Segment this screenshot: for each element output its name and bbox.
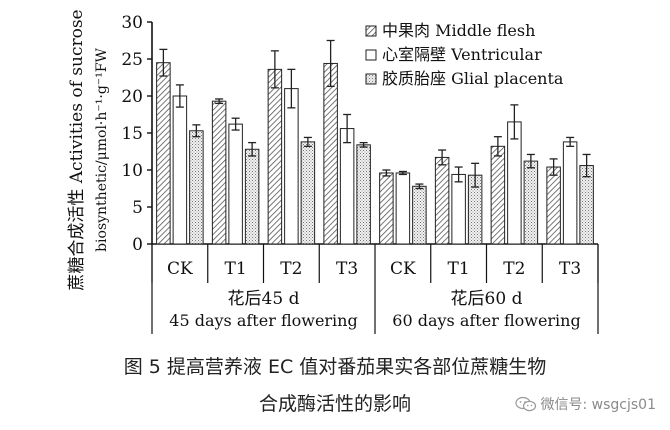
bar	[356, 144, 371, 245]
bar	[228, 123, 243, 245]
y-tick-label: 10	[121, 161, 143, 181]
legend-swatch	[365, 49, 377, 61]
x-category-label: CK	[167, 259, 193, 279]
bar	[507, 121, 522, 245]
group-label-cn: 花后45 d	[228, 289, 300, 309]
wechat-watermark: 微信号: wsgcjs01	[514, 394, 657, 414]
bar	[172, 95, 188, 245]
bar	[412, 185, 427, 245]
y-tick-label: 20	[121, 87, 143, 107]
figure-caption-line2: 合成酶活性的影响	[258, 393, 411, 415]
bar	[267, 68, 283, 245]
bar	[523, 160, 539, 245]
legend-swatch	[365, 73, 377, 85]
bar	[434, 156, 450, 245]
bars	[156, 39, 594, 245]
x-group-labels: 花后45 d 45 days after flowering 花后60 d 60 da…	[151, 244, 599, 334]
bar	[339, 128, 355, 245]
bar	[562, 141, 578, 245]
group-label-en: 60 days after flowering	[392, 311, 580, 330]
y-ticks: 0 5 10 15 20 25 30	[121, 13, 152, 255]
y-axis-title-en: biosynthetic/μmol·h⁻¹·g⁻¹FW	[94, 47, 110, 251]
bar	[323, 62, 338, 245]
x-category-labels: CK T1 T2 T3 CK T1 T2 T3	[151, 244, 599, 283]
group-label-cn: 花后60 d	[451, 289, 523, 309]
bar	[284, 88, 299, 245]
legend-label: 中果肉 Middle flesh	[382, 21, 535, 40]
x-category-label: T3	[336, 259, 358, 279]
x-category-label: T2	[280, 259, 302, 279]
x-category-label: T1	[448, 259, 470, 279]
bar	[156, 62, 171, 245]
x-category-label: T3	[559, 259, 581, 279]
wechat-icon	[514, 396, 536, 412]
y-tick-label: 25	[121, 50, 143, 70]
bar	[300, 141, 316, 245]
y-tick-label: 0	[132, 235, 143, 255]
bar	[244, 148, 260, 245]
legend-label: 心室隔壁 Ventricular	[382, 45, 542, 64]
bar	[189, 130, 204, 245]
x-category-label: CK	[390, 259, 416, 279]
legend: 中果肉 Middle flesh 心室隔壁 Ventricular 胶质胎座 Gli…	[365, 21, 564, 88]
group-label-en: 45 days after flowering	[169, 311, 357, 330]
figure-caption-line1: 图 5 提高营养液 EC 值对番茄果实各部位蔗糖生物	[123, 356, 547, 378]
x-category-label: T2	[503, 259, 525, 279]
y-axis-title: 蔗糖合成活性 Activities of sucrose biosyntheti…	[67, 9, 110, 290]
bar	[451, 173, 466, 245]
bar	[546, 166, 561, 245]
y-axis-title-cn: 蔗糖合成活性 Activities of sucrose	[67, 9, 87, 290]
bar	[579, 165, 594, 245]
bar	[211, 100, 227, 245]
legend-swatch	[365, 25, 377, 37]
sucrose-synthase-bar-chart: 蔗糖合成活性 Activities of sucrose biosyntheti…	[67, 9, 599, 334]
bar	[395, 172, 411, 245]
legend-label: 胶质胎座 Glial placenta	[382, 69, 564, 88]
bar	[490, 145, 506, 245]
bar	[379, 172, 394, 245]
watermark-text: 微信号: wsgcjs01	[540, 397, 657, 413]
x-category-label: T1	[225, 259, 247, 279]
y-tick-label: 30	[121, 13, 143, 33]
y-tick-label: 15	[121, 124, 143, 144]
y-tick-label: 5	[132, 198, 143, 218]
